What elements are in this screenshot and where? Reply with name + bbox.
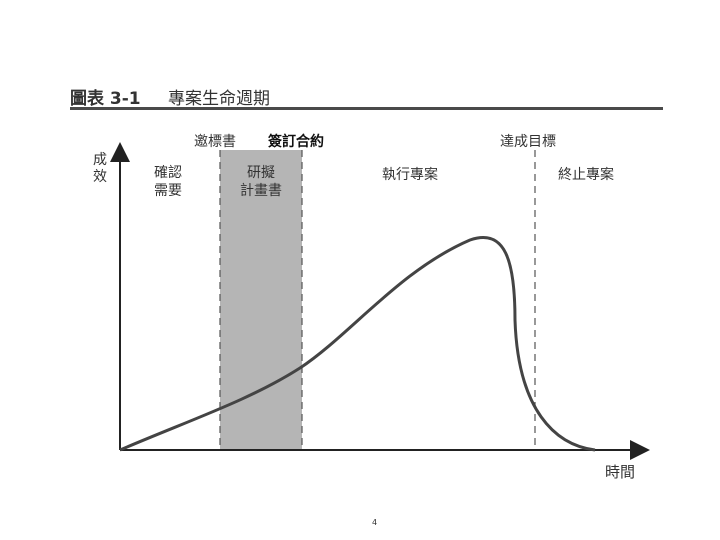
phase-plan-line2: 計畫書 — [240, 183, 282, 199]
phase-plan-line1: 研擬 — [247, 165, 275, 181]
planning-phase-band — [220, 150, 302, 450]
figure-title-text: 專案生命週期 — [168, 89, 271, 109]
milestone-tender: 邀標書 — [194, 134, 236, 150]
page-number: 4 — [372, 518, 378, 527]
figure-number: 圖表 3-1 — [70, 89, 141, 109]
lifecycle-curve — [119, 236, 596, 452]
figure-title: 圖表 3-1 專案生命週期 — [70, 84, 270, 109]
phase-needs-line2: 需要 — [154, 183, 182, 199]
phase-execute: 執行專案 — [382, 167, 438, 183]
milestone-goal: 達成目標 — [500, 134, 556, 150]
x-axis-label: 時間 — [604, 463, 635, 481]
phase-needs-line1: 確認 — [154, 165, 182, 181]
milestone-contract: 簽訂合約 — [268, 134, 324, 150]
title-underline — [70, 107, 663, 110]
phase-terminate: 終止專案 — [558, 167, 614, 183]
phase-needs: 確認 需要 — [148, 164, 188, 200]
phase-plan: 研擬 計畫書 — [234, 164, 288, 200]
y-axis-label: 成效 — [93, 152, 107, 185]
